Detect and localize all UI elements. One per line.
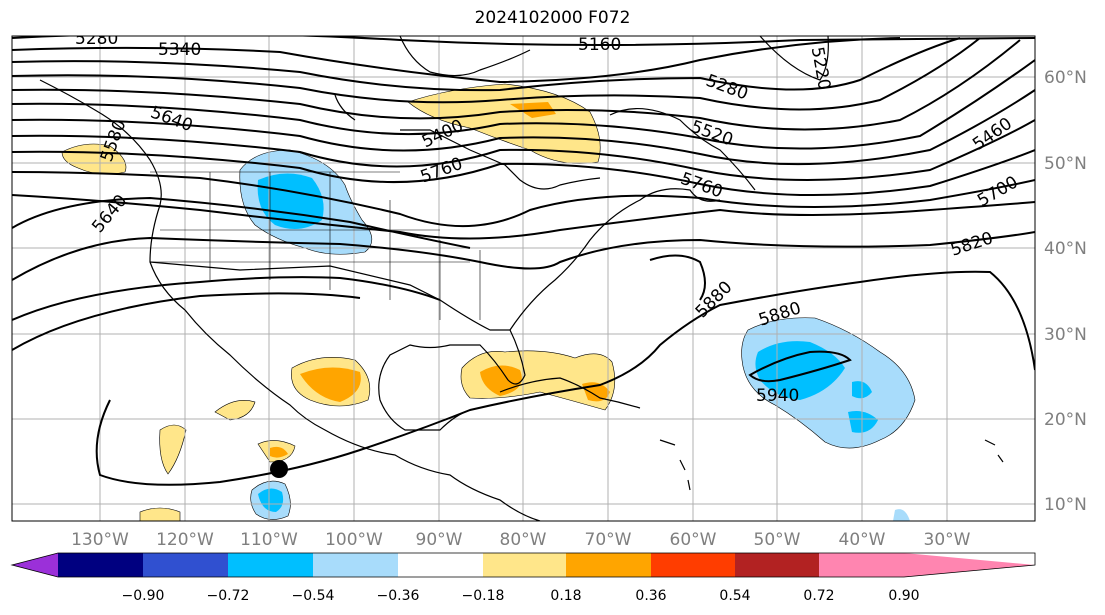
colorbar-tick: −0.90 [122,588,165,604]
colorbar-swatch [143,553,228,577]
colorbar-extend-high [904,553,1035,577]
longitude-labels: 130°W 120°W 110°W 100°W 90°W 80°W 70°W 6… [71,530,971,550]
lat-label: 30°N [1044,325,1087,345]
lon-label: 40°W [839,530,886,550]
lon-label: 60°W [670,530,717,550]
lon-label: 70°W [585,530,632,550]
colorbar-swatch [398,553,483,577]
latitude-labels: 60°N 50°N 40°N 30°N 20°N 10°N [1044,68,1087,515]
contour-label: 5340 [158,40,201,60]
contour-label: 5280 [75,29,118,49]
coastlines [39,36,1004,521]
colorbar-outline [10,552,1036,578]
colorbar: −0.90 −0.72 −0.54 −0.36 −0.18 0.18 0.36 … [10,552,1036,604]
state-borders [150,171,481,320]
graticule [12,36,1035,521]
colorbar-swatch [228,553,313,577]
colorbar-swatch [651,553,735,577]
colorbar-tick: 0.72 [803,588,834,604]
lon-label: 110°W [240,530,298,550]
colorbar-tick: 0.54 [719,588,750,604]
height-contours [12,36,1035,486]
colorbar-swatch [566,553,651,577]
lon-label: 120°W [156,530,214,550]
colorbar-tick: −0.54 [292,588,335,604]
colorbar-swatch [819,553,904,577]
colorbar-tick: −0.18 [462,588,505,604]
colorbar-tick: −0.36 [377,588,420,604]
lat-label: 20°N [1044,410,1087,430]
colorbar-swatch [483,553,566,577]
colorbar-swatch [735,553,819,577]
lat-label: 10°N [1044,495,1087,515]
lat-label: 40°N [1044,239,1087,259]
colorbar-tick: 0.18 [550,588,581,604]
map-frame [11,35,1036,522]
lon-label: 80°W [500,530,547,550]
lat-label: 50°N [1044,154,1087,174]
lon-label: 130°W [71,530,129,550]
colorbar-swatch [313,553,398,577]
contour-label: 5160 [578,35,621,55]
colorbar-extend-low [12,553,58,577]
lon-label: 100°W [325,530,383,550]
lon-label: 90°W [416,530,463,550]
lat-label: 60°N [1044,68,1087,88]
storm-center-marker [270,460,288,478]
map-title: 2024102000 F072 [474,8,631,28]
colorbar-tick: 0.36 [635,588,666,604]
lon-label: 50°W [754,530,801,550]
colorbar-tick: −0.72 [207,588,250,604]
colorbar-tick: 0.90 [888,588,919,604]
contour-label: 5940 [756,386,799,406]
lon-label: 30°W [924,530,971,550]
colorbar-swatch [58,553,143,577]
